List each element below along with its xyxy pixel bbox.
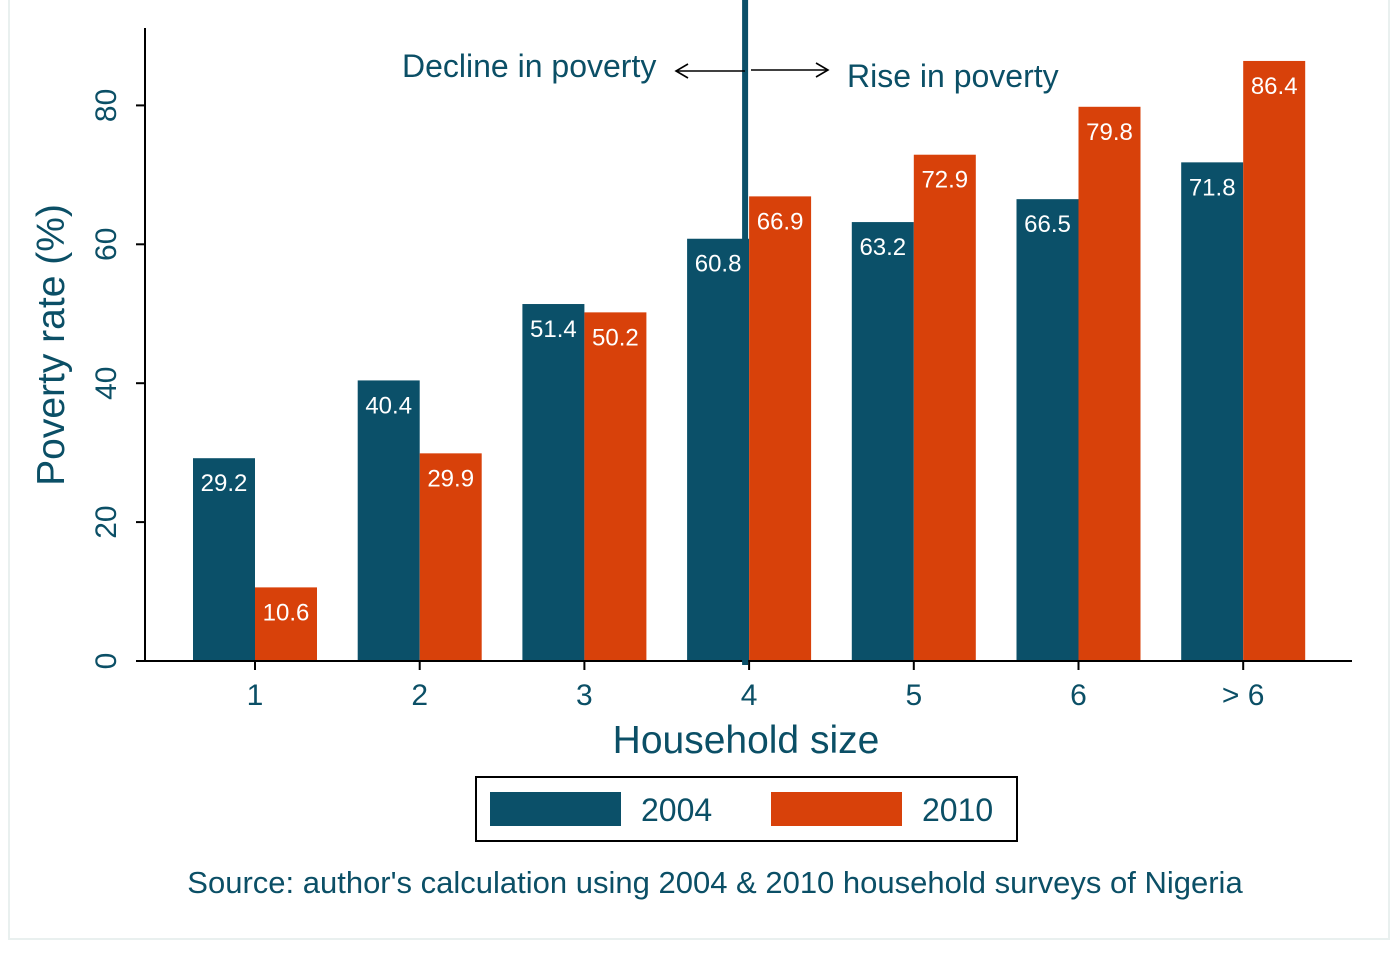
bar-label-2010-4: 66.9 [757,208,804,235]
x-tick-label: 3 [576,679,593,712]
bar-label-2010-5: 72.9 [921,167,968,194]
legend-swatch-2004 [490,792,621,826]
legend-label-2004: 2004 [641,792,712,828]
annotation-decline: Decline in poverty [402,48,656,84]
bar-label-2004-7: 71.8 [1189,174,1236,201]
bar-label-2010-1: 10.6 [263,599,310,626]
legend-box [475,776,1018,842]
annotation-rise: Rise in poverty [847,58,1059,94]
bar-2010-3 [584,312,647,661]
bar-2004-2 [357,380,420,661]
x-tick-label: 5 [905,679,922,712]
bar-label-2004-1: 29.2 [201,470,248,497]
bar-2004-3 [522,304,585,661]
bar-label-2010-7: 86.4 [1251,73,1298,100]
y-tick-label: 60 [90,228,123,261]
bar-2004-5 [851,222,914,662]
x-tick-label: 4 [741,679,758,712]
y-tick-label: 40 [90,367,123,400]
arrow-right-head [815,62,830,78]
y-tick-label: 0 [90,653,123,670]
bar-2004-7 [1181,162,1244,661]
y-tick-label: 80 [90,89,123,122]
bar-2010-6 [1078,106,1141,661]
y-tick-label: 20 [90,505,123,538]
bar-label-2004-5: 63.2 [859,234,906,261]
bar-label-2004-2: 40.4 [365,392,412,419]
annotation-arrows [674,62,830,79]
chart-frame [8,0,1390,940]
bar-label-2004-4: 60.8 [695,251,742,278]
y-axis-title: Poverty rate (%) [30,204,73,486]
x-tick-label: 2 [411,679,428,712]
legend-label-2010: 2010 [922,792,993,828]
bar-2010-1 [255,587,317,661]
bar-label-2010-3: 50.2 [592,324,639,351]
bar-2010-4 [749,196,812,661]
bar-2010-5 [913,154,976,661]
x-tick-label: > 6 [1222,679,1265,712]
bar-2004-6 [1016,199,1079,661]
bar-2010-7 [1243,60,1306,661]
x-tick-label: 6 [1070,679,1087,712]
bar-label-2004-3: 51.4 [530,316,577,343]
bar-2010-2 [419,453,482,661]
bar-2004-1 [193,458,255,661]
bar-labels-group: 29.2 40.4 51.4 60.8 63.2 66.5 71.8 10.6 29.9 50.2… [201,73,1298,626]
bars-group [193,60,1306,662]
legend-swatch-2010 [771,792,902,826]
x-axis-title: Household size [613,719,880,762]
y-ticks-group: 0 20 40 60 80 [90,89,145,670]
source-note: Source: author's calculation using 2004 … [187,865,1243,900]
x-ticks-group: 1 2 3 4 5 6 > 6 [247,661,1265,712]
x-tick-label: 1 [247,679,264,712]
bar-label-2010-2: 29.9 [427,465,474,492]
arrow-left-head [674,63,689,79]
bar-label-2004-6: 66.5 [1024,211,1071,238]
bar-label-2010-6: 79.8 [1086,119,1133,146]
bar-2004-4 [687,238,750,661]
